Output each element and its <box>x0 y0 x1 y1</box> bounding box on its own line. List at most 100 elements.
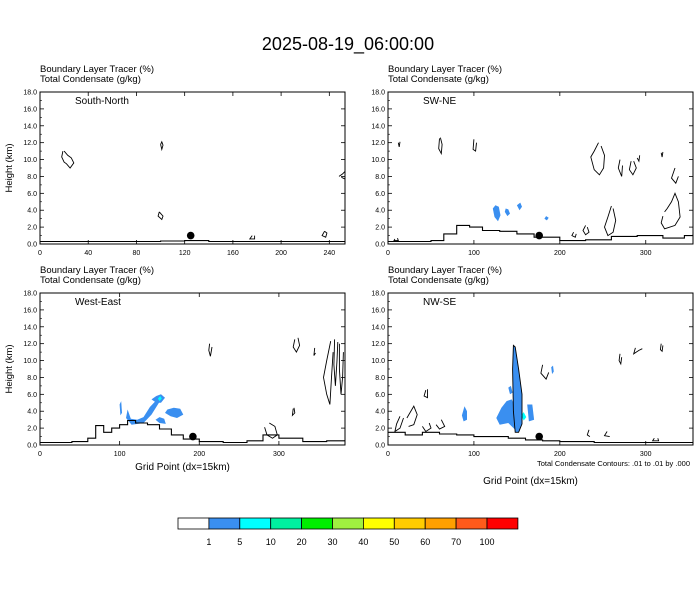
y-axis-label: Height (km) <box>4 143 15 192</box>
panel-1: Boundary Layer Tracer (%)Total Condensat… <box>4 64 346 257</box>
colorbar-label: 100 <box>479 537 494 547</box>
y-tick-label: 2.0 <box>27 225 37 232</box>
panel-header-variable: Boundary Layer Tracer (%) <box>388 64 502 75</box>
terrain-line <box>40 419 345 444</box>
y-tick-label: 18.0 <box>23 90 37 97</box>
condensate-contour <box>394 416 404 433</box>
plot-area <box>388 137 693 243</box>
plot-area <box>40 140 345 243</box>
condensate-contour <box>291 407 296 417</box>
panel-header-variable-2: Total Condensate (g/kg) <box>388 74 489 85</box>
panel-header-variable: Boundary Layer Tracer (%) <box>388 265 502 276</box>
colorbar-label: 50 <box>389 537 399 547</box>
condensate-contour <box>617 159 623 177</box>
condensate-contour <box>406 405 418 427</box>
y-tick-label: 14.0 <box>23 123 37 130</box>
x-tick-label: 200 <box>275 250 287 257</box>
colorbar-swatch <box>177 517 210 530</box>
panel-header-variable-2: Total Condensate (g/kg) <box>40 275 141 286</box>
y-tick-label: 4.0 <box>27 208 37 215</box>
shaded-region <box>521 412 527 421</box>
shaded-region <box>461 406 467 422</box>
condensate-contour <box>422 422 432 433</box>
colorbar-label: 70 <box>451 537 461 547</box>
condensate-contour <box>248 235 256 240</box>
y-tick-label: 4.0 <box>27 409 37 416</box>
shaded-region <box>504 208 510 217</box>
y-tick-label: 6.0 <box>27 392 37 399</box>
panel-label: West-East <box>75 297 121 308</box>
shaded-region <box>551 365 554 375</box>
x-tick-label: 200 <box>554 250 566 257</box>
panel-frame <box>387 91 694 245</box>
y-tick-label: 12.0 <box>23 140 37 147</box>
panels: Boundary Layer Tracer (%)Total Condensat… <box>4 64 694 487</box>
x-tick-label: 80 <box>133 250 141 257</box>
condensate-contour <box>338 343 344 395</box>
x-tick-label: 100 <box>468 250 480 257</box>
condensate-contour <box>435 419 446 430</box>
panel-header-variable-2: Total Condensate (g/kg) <box>388 275 489 286</box>
y-tick-label: 0.0 <box>27 242 37 249</box>
y-tick-label: 8.0 <box>27 174 37 181</box>
colorbar-swatch <box>270 517 303 530</box>
x-tick-label: 0 <box>386 250 390 257</box>
y-tick-label: 4.0 <box>375 208 385 215</box>
y-tick-label: 2.0 <box>375 225 385 232</box>
panel-header-variable: Boundary Layer Tracer (%) <box>40 265 154 276</box>
condensate-contour <box>264 422 278 439</box>
x-tick-label: 300 <box>640 250 652 257</box>
condensate-contour <box>604 205 617 237</box>
y-tick-label: 18.0 <box>371 90 385 97</box>
x-tick-label: 0 <box>386 451 390 458</box>
shaded-region <box>508 385 513 395</box>
y-tick-label: 14.0 <box>23 324 37 331</box>
shaded-region <box>492 205 501 222</box>
condensate-contour <box>423 389 428 399</box>
y-tick-label: 18.0 <box>371 291 385 298</box>
condensate-contour <box>472 139 477 152</box>
y-tick-label: 6.0 <box>27 191 37 198</box>
plot-area <box>40 337 345 444</box>
condensate-contour <box>61 150 75 169</box>
panel-header-variable-2: Total Condensate (g/kg) <box>40 74 141 85</box>
x-tick-label: 0 <box>38 451 42 458</box>
y-tick-label: 8.0 <box>27 375 37 382</box>
y-tick-label: 4.0 <box>375 409 385 416</box>
condensate-contour <box>157 211 164 221</box>
colorbar-label: 60 <box>420 537 430 547</box>
panel-3: Boundary Layer Tracer (%)Total Condensat… <box>4 265 346 473</box>
condensate-contour <box>338 170 345 180</box>
y-tick-label: 10.0 <box>371 358 385 365</box>
colorbar-label: 10 <box>266 537 276 547</box>
condensate-contour <box>160 140 164 152</box>
y-tick-label: 10.0 <box>371 157 385 164</box>
x-tick-label: 160 <box>227 250 239 257</box>
colorbar-swatch <box>332 517 364 530</box>
condensate-contour <box>632 347 643 355</box>
y-tick-label: 10.0 <box>23 157 37 164</box>
condensate-contour <box>438 137 443 156</box>
condensate-contour <box>659 343 664 353</box>
panel-frame <box>39 91 346 245</box>
condensate-contour <box>586 429 591 437</box>
x-tick-label: 100 <box>468 451 480 458</box>
colorbar-swatch <box>455 517 488 530</box>
colorbar-swatch <box>362 517 395 530</box>
y-tick-label: 12.0 <box>23 341 37 348</box>
panel-2: Boundary Layer Tracer (%)Total Condensat… <box>371 64 694 257</box>
y-tick-label: 16.0 <box>371 106 385 113</box>
y-tick-label: 8.0 <box>375 174 385 181</box>
condensate-contour <box>208 343 213 357</box>
y-tick-label: 16.0 <box>23 106 37 113</box>
y-tick-label: 16.0 <box>23 307 37 314</box>
terrain-line <box>388 224 693 243</box>
y-tick-label: 18.0 <box>23 291 37 298</box>
shaded-region <box>157 396 162 402</box>
y-tick-label: 10.0 <box>23 358 37 365</box>
condensate-contour <box>636 155 641 163</box>
x-axis-label: Grid Point (dx=15km) <box>483 476 578 487</box>
condensate-contour <box>670 167 679 185</box>
x-tick-label: 200 <box>193 451 205 458</box>
